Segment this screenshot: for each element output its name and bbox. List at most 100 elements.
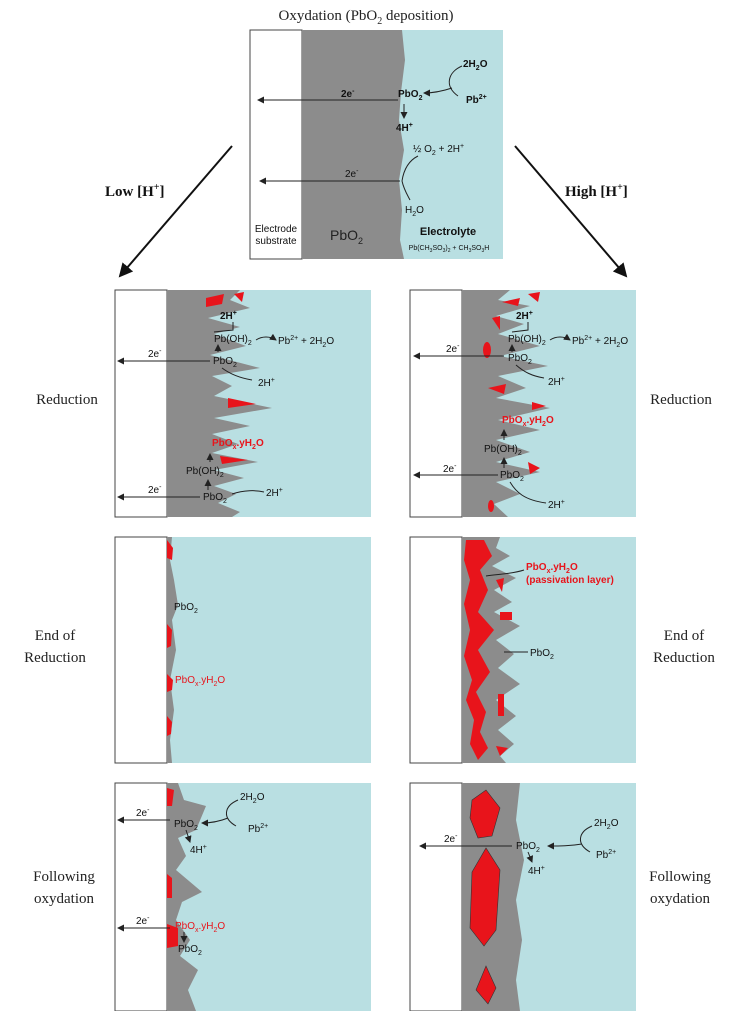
red-patch — [167, 674, 173, 692]
red-patch — [167, 716, 172, 736]
svg-text:4H+: 4H+ — [528, 865, 545, 877]
high-h-branch-arrow — [514, 145, 628, 278]
red-patch — [167, 788, 174, 806]
svg-text:2e-: 2e- — [443, 463, 457, 475]
pbo2-layer — [167, 537, 178, 763]
row-label-reduction-left: Reduction — [36, 392, 98, 408]
row-label-end-left-2: Reduction — [24, 650, 86, 666]
panel-reduction-low: 2H+ Pb(OH)2 Pb2+ + 2H2O 2e- PbO2 2H+ PbO… — [114, 289, 371, 518]
svg-text:2H+: 2H+ — [516, 310, 533, 322]
svg-text:(passivation layer): (passivation layer) — [526, 575, 614, 586]
svg-text:PbO2: PbO2 — [203, 492, 227, 505]
svg-text:PbO2: PbO2 — [213, 356, 237, 369]
top-pbo2-layer — [302, 30, 405, 259]
red-patch — [469, 847, 501, 947]
top-curve-1 — [448, 65, 463, 97]
svg-text:PbO2: PbO2 — [508, 353, 532, 366]
pbo2-layer-label: PbO2 — [330, 227, 363, 246]
low-h-label: Low [H+] — [105, 182, 164, 200]
svg-text:2e-: 2e- — [444, 833, 458, 845]
svg-text:PbO2: PbO2 — [178, 944, 202, 957]
svg-text:2H+: 2H+ — [548, 376, 565, 388]
svg-text:PbOx.yH2O: PbOx.yH2O — [175, 921, 225, 934]
top-electron-label-1: 2e- — [341, 88, 355, 100]
substrate — [409, 782, 463, 1011]
substrate-label-2: substrate — [255, 236, 297, 247]
substrate — [409, 289, 463, 518]
red-patch — [167, 874, 172, 898]
red-patch — [502, 298, 520, 306]
substrate-label-1: Electrode — [255, 224, 298, 235]
panel-end-reduction-high: PbOx.yH2O (passivation layer) PbO2 — [409, 536, 636, 764]
red-patch — [483, 342, 491, 358]
row-label-end-right-1: End of — [664, 628, 704, 644]
svg-text:2e-: 2e- — [148, 348, 162, 360]
svg-text:Pb2+ + 2H2O: Pb2+ + 2H2O — [572, 335, 628, 349]
pbo2-layer — [167, 783, 206, 1011]
red-patch — [528, 462, 540, 474]
red-patch — [528, 292, 540, 302]
red-patch — [496, 578, 504, 592]
svg-text:PbO2: PbO2 — [500, 470, 524, 483]
svg-text:2e-: 2e- — [446, 343, 460, 355]
electrolyte-formula: Pb(CH3SO3)2 + CH3SO3H — [409, 245, 490, 254]
top-pbo2-node: PbO2 — [398, 89, 423, 102]
low-h-branch-arrow — [118, 145, 233, 278]
svg-text:Pb2+ + 2H2O: Pb2+ + 2H2O — [278, 335, 334, 349]
svg-text:PbOx.yH2O: PbOx.yH2O — [175, 675, 225, 688]
svg-text:Pb(OH)2: Pb(OH)2 — [214, 334, 252, 347]
top-oxygen-label: ½ O2 + 2H+ — [413, 143, 464, 157]
svg-text:Pb(OH)2: Pb(OH)2 — [186, 466, 224, 479]
top-curve-2b — [401, 180, 411, 201]
row-label-reduction-right: Reduction — [650, 392, 712, 408]
svg-text:PbOx.yH2O: PbOx.yH2O — [502, 415, 554, 428]
row-label-follow-left-2: oxydation — [34, 891, 94, 907]
svg-text:Pb(OH)2: Pb(OH)2 — [484, 444, 522, 457]
red-patch — [234, 292, 244, 302]
svg-text:Pb2+: Pb2+ — [596, 849, 616, 861]
svg-text:PbO2: PbO2 — [516, 841, 540, 854]
red-patch — [167, 924, 178, 948]
red-patch — [167, 540, 173, 560]
svg-text:2H+: 2H+ — [258, 377, 275, 389]
svg-text:2e-: 2e- — [148, 484, 162, 496]
red-patch — [206, 294, 224, 307]
top-water-label: 2H2O — [463, 59, 488, 72]
red-patch — [220, 456, 248, 464]
top-water2-label: H2O — [405, 205, 424, 218]
electrolyte-label: Electrolyte — [420, 226, 476, 238]
svg-text:2H2O: 2H2O — [240, 792, 265, 805]
svg-text:2e-: 2e- — [136, 915, 150, 927]
top-h-label: 4H+ — [396, 122, 413, 134]
passivation-layer — [464, 540, 494, 760]
svg-text:PbO2: PbO2 — [174, 602, 198, 615]
red-patch — [492, 316, 500, 330]
red-patch — [167, 624, 172, 648]
top-substrate — [249, 29, 303, 260]
svg-text:PbO2: PbO2 — [530, 648, 554, 661]
panel-following-oxydation-low: PbO2 2e- 2H2O Pb2+ 4H+ PbOx.yH2O 2e- PbO… — [114, 782, 371, 1011]
red-patch — [496, 746, 508, 756]
svg-text:2H+: 2H+ — [220, 310, 237, 322]
red-patch — [488, 384, 506, 394]
red-patch — [500, 612, 512, 620]
red-patch — [228, 398, 256, 408]
svg-text:2H2O: 2H2O — [594, 818, 619, 831]
svg-text:2e-: 2e- — [136, 807, 150, 819]
page-title: Oxydation (PbO2 deposition) — [279, 8, 454, 27]
svg-text:PbO2: PbO2 — [174, 819, 198, 832]
substrate — [409, 536, 463, 764]
row-label-follow-right-1: Following — [649, 869, 711, 885]
top-pb2-label: Pb2+ — [466, 94, 487, 106]
row-label-follow-right-2: oxydation — [650, 891, 710, 907]
top-panel: Electrode substrate PbO2 Electrolyte Pb(… — [249, 29, 503, 260]
panel-following-oxydation-high: 2e- PbO2 2H2O Pb2+ 4H+ — [409, 782, 636, 1011]
panel-end-reduction-low: PbO2 PbOx.yH2O — [114, 536, 371, 764]
svg-text:PbOx.yH2O: PbOx.yH2O — [212, 438, 264, 451]
top-curve-1b — [423, 87, 453, 97]
row-label-end-right-2: Reduction — [653, 650, 715, 666]
red-patch — [498, 694, 504, 716]
red-patch — [488, 500, 494, 512]
red-patch — [469, 789, 501, 839]
